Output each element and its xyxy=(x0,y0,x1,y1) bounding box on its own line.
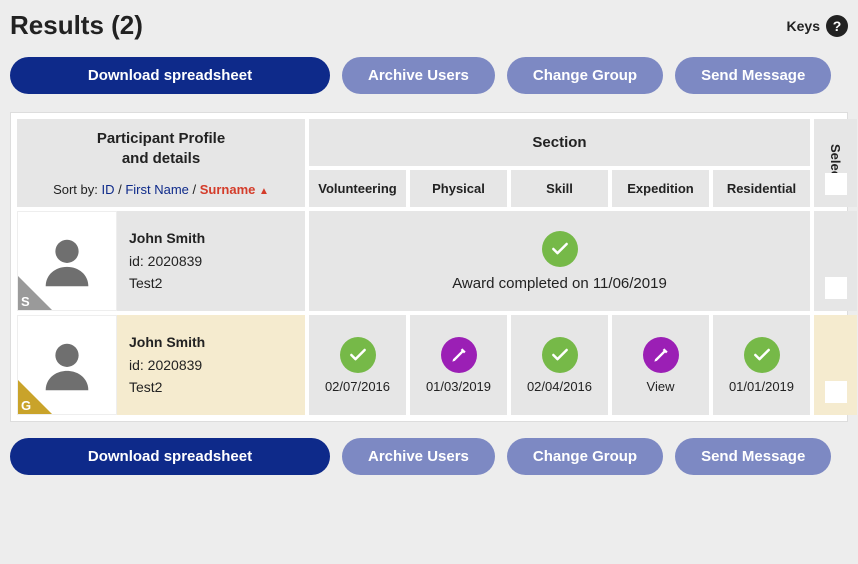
download-spreadsheet-button[interactable]: Download spreadsheet xyxy=(10,57,330,94)
participant-name: John Smith xyxy=(129,331,205,353)
sort-by-id[interactable]: ID xyxy=(102,182,115,197)
select-cell xyxy=(814,211,857,311)
participant-group: Test2 xyxy=(129,272,205,294)
pencil-icon xyxy=(643,337,679,373)
section-date: View xyxy=(647,379,675,394)
col-header-physical[interactable]: Physical xyxy=(410,170,507,207)
section-date: 02/04/2016 xyxy=(527,379,592,394)
participant-group: Test2 xyxy=(129,376,205,398)
col-header-skill[interactable]: Skill xyxy=(511,170,608,207)
select-cell xyxy=(814,315,857,415)
section-physical-cell[interactable]: 01/03/2019 xyxy=(410,315,507,415)
col-header-residential[interactable]: Residential xyxy=(713,170,810,207)
select-all-checkbox[interactable] xyxy=(825,173,847,195)
send-message-button[interactable]: Send Message xyxy=(675,438,831,475)
sort-by-surname[interactable]: Surname xyxy=(200,182,256,197)
section-date: 02/07/2016 xyxy=(325,379,390,394)
section-expedition-cell[interactable]: View xyxy=(612,315,709,415)
tier-letter: S xyxy=(21,294,30,309)
sort-by-firstname[interactable]: First Name xyxy=(125,182,189,197)
check-icon xyxy=(542,231,578,267)
participant-profile-cell[interactable]: G John Smith id: 2020839 Test2 xyxy=(17,315,305,415)
col-header-select: Select xyxy=(814,119,857,207)
keys-button[interactable]: Keys ? xyxy=(787,15,848,37)
section-date: 01/03/2019 xyxy=(426,379,491,394)
col-header-volunteering[interactable]: Volunteering xyxy=(309,170,406,207)
col-header-section: Section xyxy=(309,119,810,166)
action-bar-top: Download spreadsheet Archive Users Chang… xyxy=(10,57,848,94)
sort-label: Sort by: xyxy=(53,182,98,197)
pencil-icon xyxy=(441,337,477,373)
download-spreadsheet-button[interactable]: Download spreadsheet xyxy=(10,438,330,475)
check-icon xyxy=(340,337,376,373)
section-skill-cell[interactable]: 02/04/2016 xyxy=(511,315,608,415)
section-volunteering-cell[interactable]: 02/07/2016 xyxy=(309,315,406,415)
section-residential-cell[interactable]: 01/01/2019 xyxy=(713,315,810,415)
award-complete-cell: Award completed on 11/06/2019 xyxy=(309,211,810,311)
profile-header-line2: and details xyxy=(97,149,225,169)
row-select-checkbox[interactable] xyxy=(825,277,847,299)
page-title: Results (2) xyxy=(10,10,143,41)
change-group-button[interactable]: Change Group xyxy=(507,57,663,94)
participant-profile-cell[interactable]: S John Smith id: 2020839 Test2 xyxy=(17,211,305,311)
sort-asc-icon: ▲ xyxy=(259,186,269,197)
action-bar-bottom: Download spreadsheet Archive Users Chang… xyxy=(10,438,848,475)
tier-letter: G xyxy=(21,398,31,413)
results-table: Participant Profile and details Sort by:… xyxy=(10,112,848,422)
archive-users-button[interactable]: Archive Users xyxy=(342,438,495,475)
archive-users-button[interactable]: Archive Users xyxy=(342,57,495,94)
avatar: G xyxy=(17,315,117,415)
participant-id: id: 2020839 xyxy=(129,354,205,376)
check-icon xyxy=(542,337,578,373)
participant-id: id: 2020839 xyxy=(129,250,205,272)
check-icon xyxy=(744,337,780,373)
award-complete-text: Award completed on 11/06/2019 xyxy=(452,275,667,292)
avatar: S xyxy=(17,211,117,311)
section-date: 01/01/2019 xyxy=(729,379,794,394)
change-group-button[interactable]: Change Group xyxy=(507,438,663,475)
send-message-button[interactable]: Send Message xyxy=(675,57,831,94)
sort-controls: Sort by: ID / First Name / Surname ▲ xyxy=(53,182,269,197)
help-icon: ? xyxy=(826,15,848,37)
keys-label: Keys xyxy=(787,18,820,34)
profile-header-line1: Participant Profile xyxy=(97,129,225,149)
participant-name: John Smith xyxy=(129,227,205,249)
row-select-checkbox[interactable] xyxy=(825,381,847,403)
col-header-expedition[interactable]: Expedition xyxy=(612,170,709,207)
col-header-profile: Participant Profile and details Sort by:… xyxy=(17,119,305,207)
